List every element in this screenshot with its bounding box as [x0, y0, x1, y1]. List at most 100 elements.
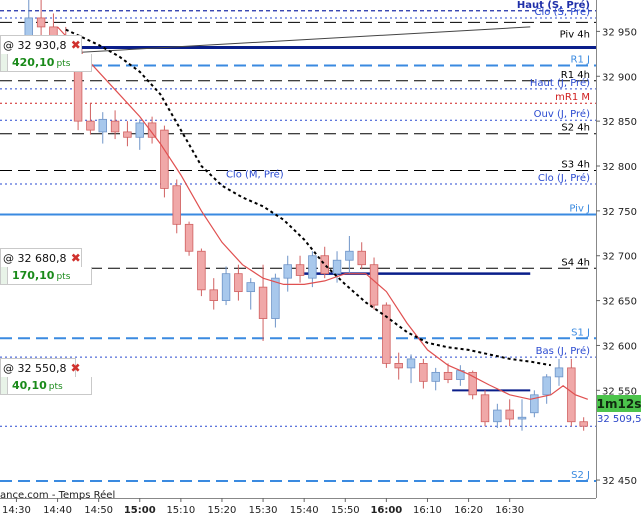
candle-body-14: [197, 250, 206, 291]
x-tick-label-7: 15:40: [290, 505, 319, 516]
trend-line[interactable]: [20, 26, 531, 57]
moving-average-black: [65, 28, 551, 367]
x-tick-label-1: 14:40: [43, 505, 72, 516]
candle-body-25: [332, 259, 342, 275]
candle-body-44: [567, 367, 576, 423]
candle-body-28: [369, 264, 379, 306]
close-icon[interactable]: ✖: [70, 251, 81, 265]
x-tick-label-9: 16:00: [370, 505, 402, 516]
order-points-box-3: 40,10 pts: [0, 377, 92, 395]
candle-body-19: [258, 286, 268, 319]
y-tick-label-9: 32 450: [602, 476, 637, 487]
candle-body-15: [209, 289, 218, 301]
candle-body-43: [554, 367, 564, 378]
level-label-12: Clo (J, Pré): [538, 172, 590, 184]
candle-body-8: [123, 131, 132, 138]
y-tick-label-2: 32 850: [602, 117, 637, 128]
plot-area: [0, 0, 596, 498]
candle-body-27: [357, 250, 366, 266]
candle-body-31: [406, 358, 416, 369]
candle-body-41: [530, 394, 539, 414]
order-box-2[interactable]: @ 32 680,8 ✖: [0, 248, 82, 268]
candle-body-7: [110, 120, 120, 133]
y-tick-label-3: 32 800: [602, 162, 637, 173]
candle-body-12: [172, 185, 181, 225]
candle-body-21: [283, 264, 292, 279]
x-tick-label-3: 15:00: [124, 505, 156, 516]
last-price-label: 32 509,5: [597, 414, 641, 428]
candle-body-0: [24, 17, 33, 37]
candle-body-29: [382, 304, 391, 364]
y-tick-label-7: 32 600: [602, 341, 637, 352]
candle-body-45: [579, 421, 588, 427]
level-label-6: R1 4h: [561, 70, 590, 81]
level-label-15: S1 J: [571, 327, 590, 338]
y-tick-label-8: 32 550: [602, 386, 637, 397]
level-label-18: S2 J: [571, 470, 590, 481]
candle-body-33: [431, 371, 440, 382]
level-label-0: Haut (S, Pré): [517, 0, 590, 11]
candle-body-36: [468, 371, 477, 396]
y-tick-label-5: 32 700: [602, 252, 637, 263]
candle-body-16: [221, 273, 231, 301]
x-tick-label-5: 15:20: [208, 505, 237, 516]
y-tick-label-1: 32 900: [602, 72, 637, 83]
annotation-label-0: Clo (M, Pré): [226, 169, 284, 181]
x-tick-label-10: 16:10: [413, 505, 442, 516]
y-tick-label-0: 32 950: [602, 27, 637, 38]
level-label-9: Ouv (J, Pré): [534, 108, 590, 120]
flag-icon: [1, 267, 8, 284]
level-label-11: S3 4h: [561, 159, 590, 170]
order-points-box-1: 420,10 pts: [0, 54, 92, 72]
candle-body-10: [147, 122, 157, 138]
candle-body-34: [443, 371, 453, 380]
level-label-13: Piv J: [569, 203, 590, 214]
candle-body-6: [98, 118, 107, 133]
candle-timer-badge: 1m12s: [596, 395, 641, 412]
x-tick-label-6: 15:30: [249, 505, 278, 516]
candle-body-20: [271, 277, 280, 319]
candle-body-32: [419, 363, 428, 382]
level-label-14: S4 4h: [561, 257, 590, 268]
x-tick-label-0: 14:30: [2, 505, 31, 516]
level-label-5: R1 J: [571, 55, 590, 66]
level-label-1: Clo (S, Pré): [535, 6, 591, 18]
moving-average-red: [57, 26, 589, 400]
candle-body-9: [135, 122, 144, 138]
order-box-3[interactable]: @ 32 550,8 ✖: [0, 358, 81, 378]
candle-body-11: [160, 129, 169, 189]
order-points-box-2: 170,10 pts: [0, 267, 92, 285]
candle-body-26: [345, 250, 354, 261]
level-label-3: Piv 4h: [560, 29, 590, 40]
candle-body-42: [542, 376, 551, 396]
close-icon[interactable]: ✖: [70, 361, 81, 375]
order-price: @ 32 550,8: [3, 361, 67, 375]
candle-body-24: [320, 255, 329, 275]
candle-body-39: [505, 409, 514, 420]
flag-icon: [1, 377, 8, 394]
close-icon[interactable]: ✖: [70, 38, 81, 52]
candle-body-18: [246, 282, 255, 293]
x-tick-label-8: 15:50: [331, 505, 360, 516]
level-label-7: Haut (J, Pré): [530, 77, 590, 89]
candle-body-23: [308, 255, 317, 279]
x-tick-label-12: 16:30: [495, 505, 524, 516]
candle-body-37: [480, 394, 490, 423]
candle-body-38: [493, 409, 502, 423]
order-price: @ 32 680,8: [3, 251, 67, 265]
level-label-8: mR1 M: [555, 92, 590, 103]
candle-body-5: [86, 120, 95, 131]
candle-body-1: [36, 17, 46, 28]
y-tick-label-4: 32 750: [602, 207, 637, 218]
candle-body-13: [184, 223, 194, 252]
x-tick-label-11: 16:20: [454, 505, 483, 516]
order-box-1[interactable]: @ 32 930,8 ✖: [0, 35, 82, 55]
x-tick-label-2: 14:50: [84, 505, 113, 516]
candle-body-40: [517, 416, 527, 420]
candle-body-30: [394, 363, 403, 369]
y-tick-label-6: 32 650: [602, 297, 637, 308]
level-label-10: S2 4h: [561, 123, 590, 134]
order-points: 40,10 pts: [12, 379, 63, 392]
candle-body-22: [295, 264, 305, 276]
